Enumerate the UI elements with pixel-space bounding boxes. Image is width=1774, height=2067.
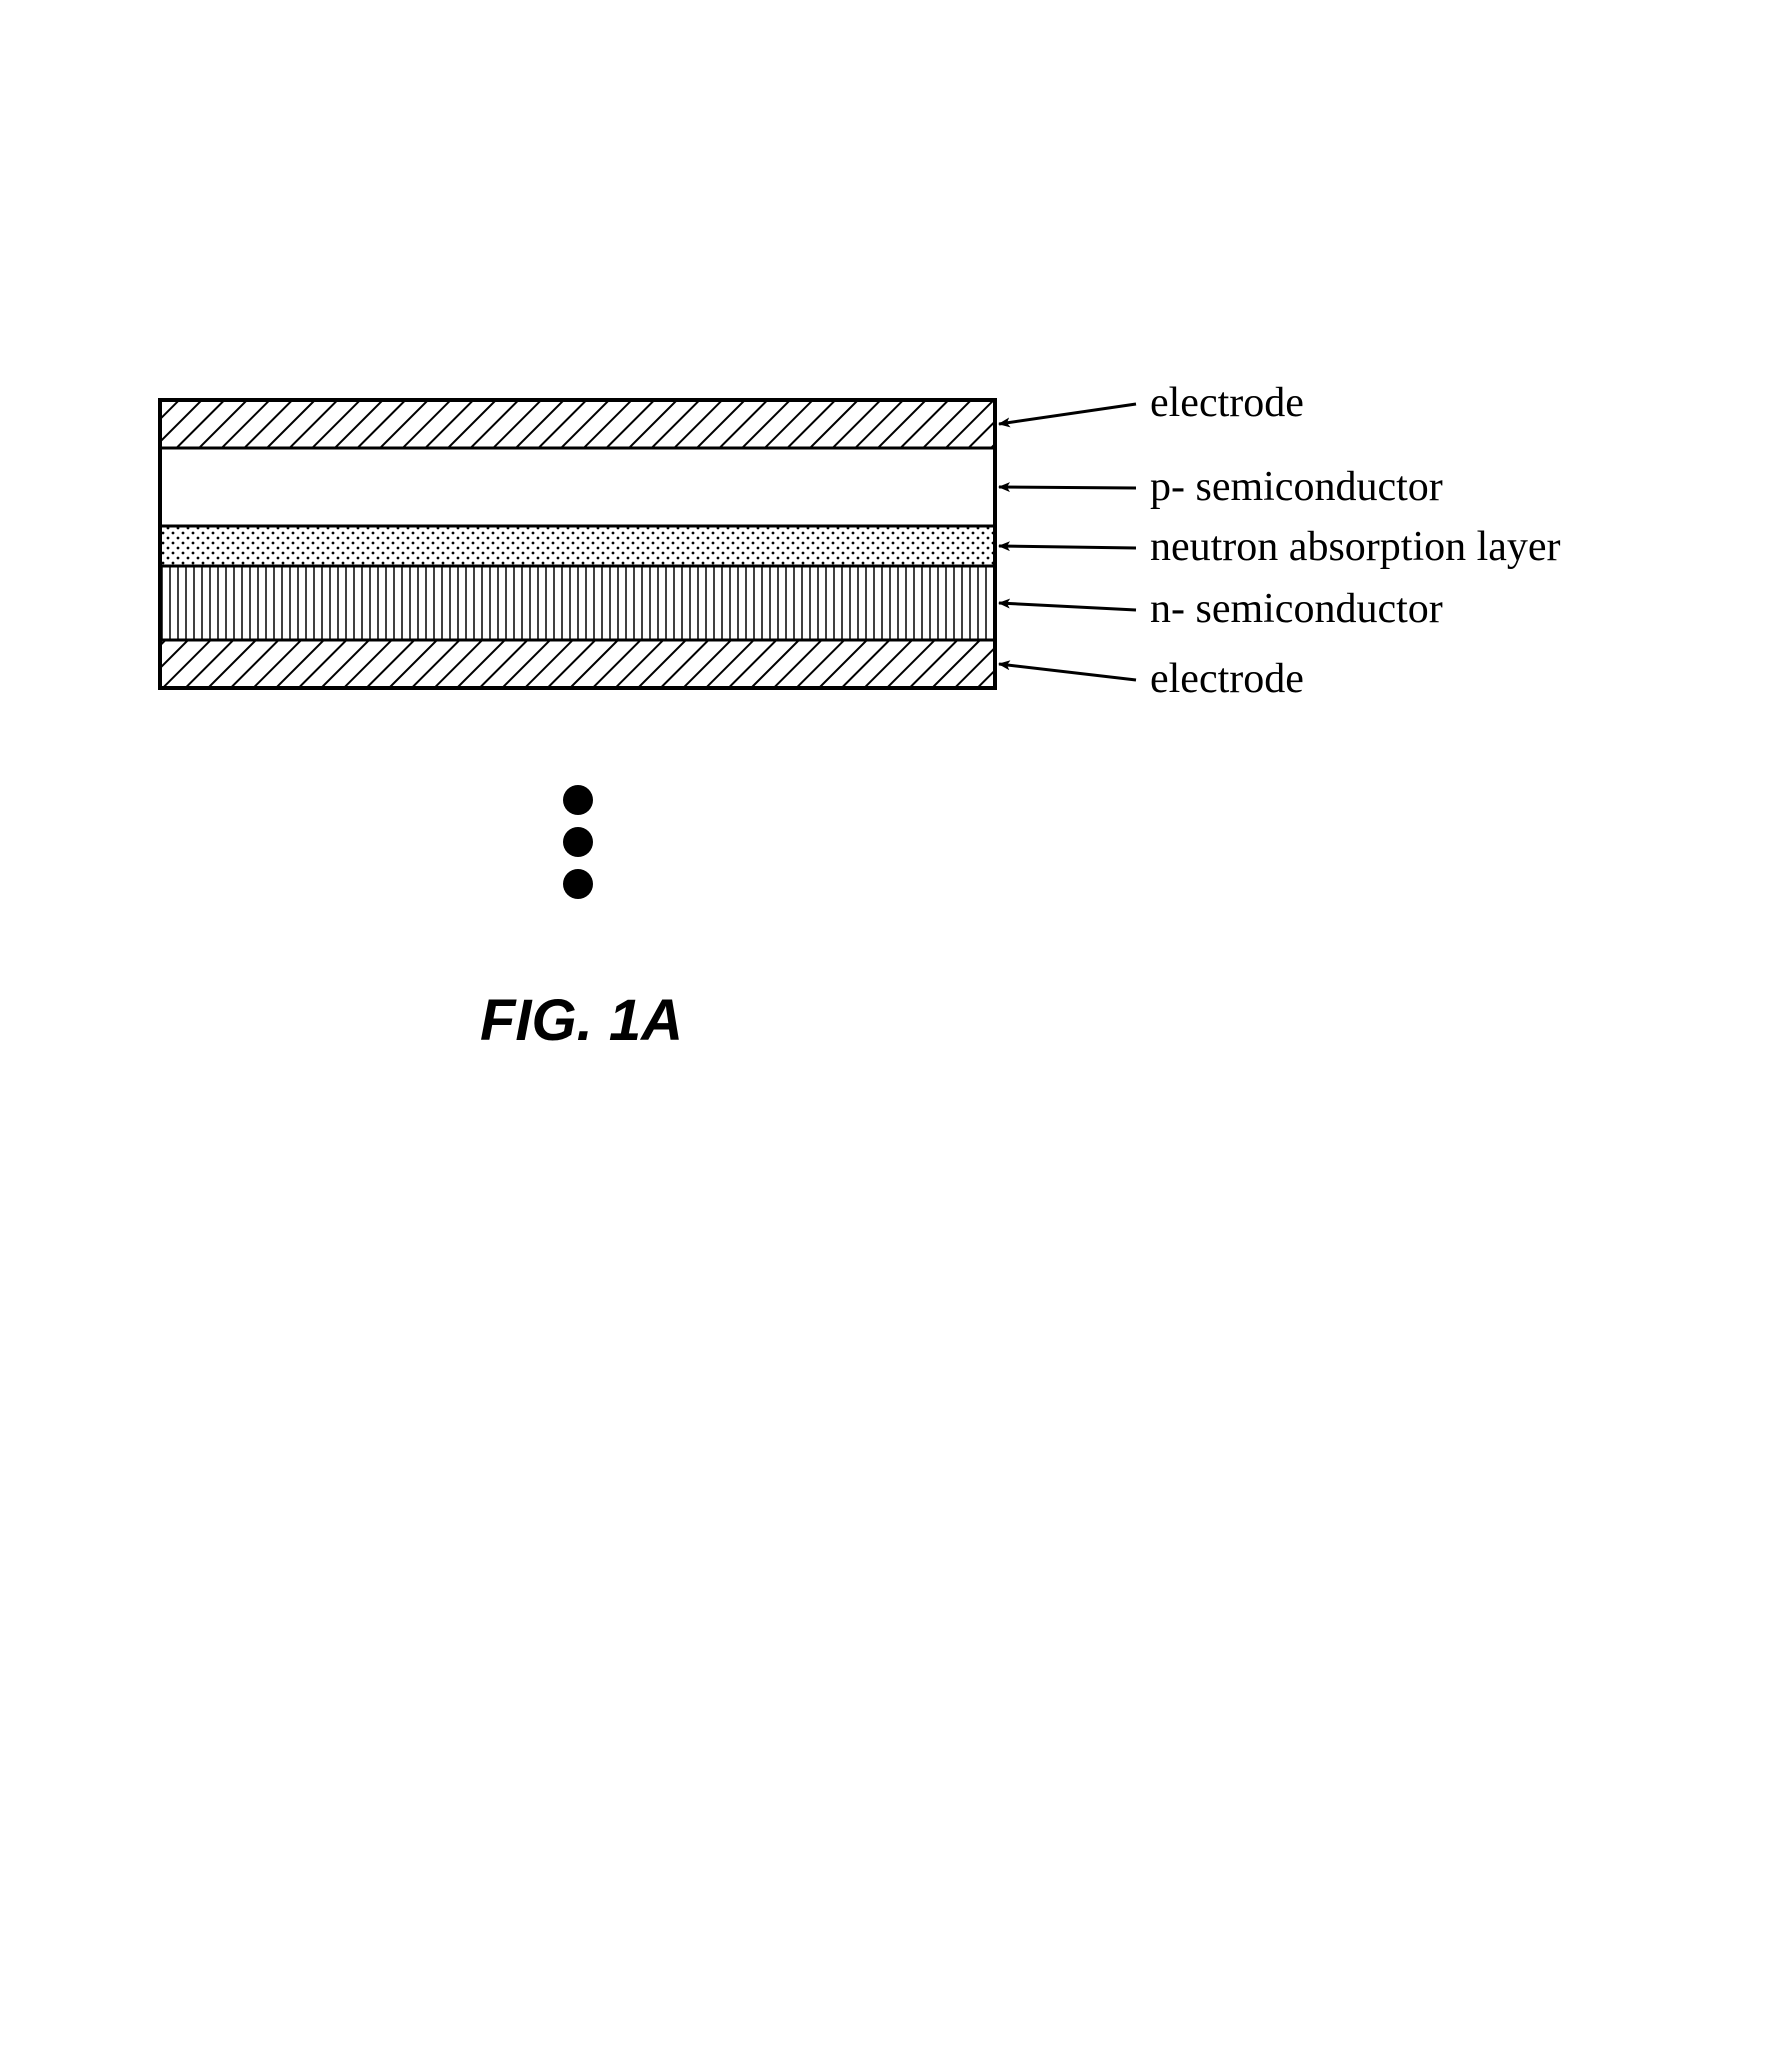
leader-neutron_layer xyxy=(999,546,1136,548)
ellipsis-dot-2 xyxy=(563,827,593,857)
label-neutron_layer: neutron absorption layer xyxy=(1150,524,1561,570)
leader-n_semiconductor xyxy=(999,603,1136,610)
layer-top_electrode xyxy=(160,400,995,448)
leader-top_electrode xyxy=(999,404,1136,424)
ellipsis-dot-3 xyxy=(563,869,593,899)
layer-neutron_layer xyxy=(160,526,995,566)
ellipsis-dot-1 xyxy=(563,785,593,815)
figure-1a: electrode p- semiconductor neutron absorpt… xyxy=(40,40,1734,2027)
label-top_electrode: electrode xyxy=(1150,380,1304,426)
layer-bottom_electrode xyxy=(160,640,995,688)
label-p_semiconductor: p- semiconductor xyxy=(1150,464,1443,510)
figure-svg: electrode p- semiconductor neutron absorpt… xyxy=(40,40,1734,2027)
label-bottom_electrode: electrode xyxy=(1150,656,1304,702)
figure-caption: FIG. 1A xyxy=(480,988,683,1053)
leader-bottom_electrode xyxy=(999,664,1136,680)
layer-p_semiconductor xyxy=(160,448,995,526)
label-n_semiconductor: n- semiconductor xyxy=(1150,586,1443,632)
leader-p_semiconductor xyxy=(999,487,1136,488)
layer-n_semiconductor xyxy=(160,566,995,640)
